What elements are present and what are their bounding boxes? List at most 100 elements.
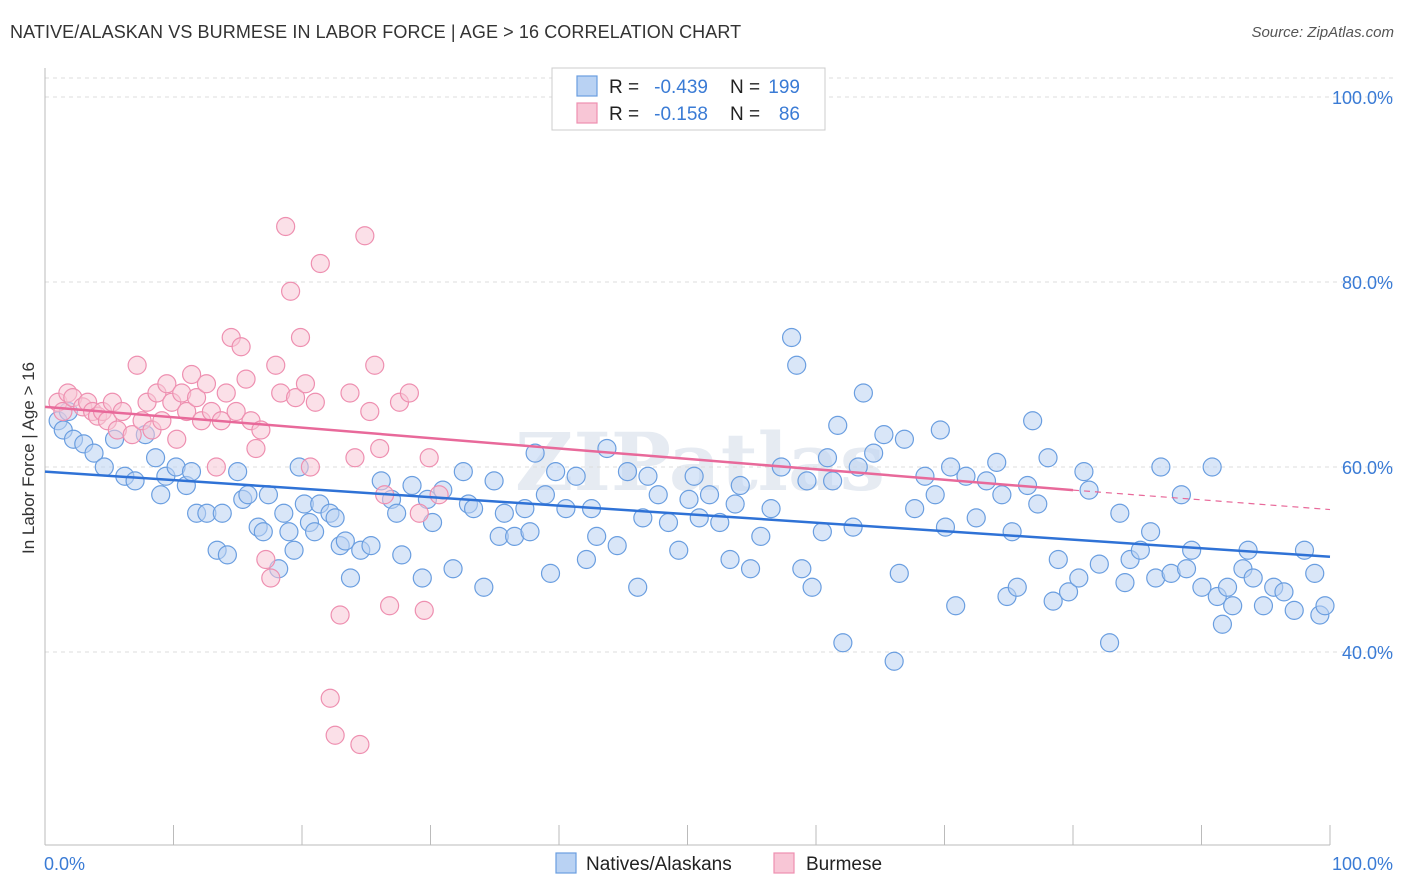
legend-n-value: 199 — [768, 77, 800, 98]
data-point — [1217, 577, 1238, 597]
data-point — [525, 443, 545, 463]
data-point — [94, 457, 114, 477]
data-point — [238, 485, 258, 505]
y-axis-label: In Labor Force | Age > 16 — [19, 362, 38, 554]
data-point — [1002, 522, 1022, 542]
data-point — [679, 489, 699, 509]
data-point — [409, 503, 429, 523]
data-point — [535, 485, 555, 505]
y-tick-label: 60.0% — [1342, 458, 1393, 478]
data-point — [853, 383, 873, 403]
data-point — [1023, 411, 1043, 431]
data-point — [1176, 559, 1197, 579]
data-point — [1058, 582, 1079, 602]
data-point — [817, 448, 838, 468]
data-point — [720, 549, 740, 570]
chart-title: NATIVE/ALASKAN VS BURMESE IN LABOR FORCE… — [10, 22, 742, 42]
data-point — [295, 374, 316, 394]
data-point — [1028, 494, 1048, 514]
data-point — [360, 401, 380, 422]
data-point — [940, 457, 961, 477]
data-point — [1151, 457, 1171, 477]
x-tick-label: 100.0% — [1332, 854, 1393, 874]
data-point — [157, 374, 177, 394]
data-point — [987, 452, 1007, 472]
data-point — [658, 512, 679, 533]
data-point — [177, 401, 197, 422]
legend-r-value: -0.439 — [654, 77, 708, 98]
data-point — [355, 226, 375, 246]
data-point — [1110, 503, 1130, 523]
trend-line-burmese-extension — [1072, 489, 1331, 511]
data-point — [1253, 596, 1274, 616]
data-point — [414, 600, 434, 620]
data-point — [761, 499, 781, 519]
data-point — [607, 536, 627, 556]
data-point — [422, 512, 443, 533]
data-point — [361, 536, 381, 556]
data-point — [380, 596, 400, 616]
data-point — [186, 388, 207, 408]
data-point — [520, 522, 540, 542]
data-point — [325, 725, 345, 745]
legend-r-label: R = — [609, 77, 639, 98]
data-point — [216, 383, 236, 403]
data-point — [276, 216, 296, 237]
data-point — [976, 471, 997, 491]
data-point — [300, 457, 320, 477]
data-point — [290, 327, 311, 348]
data-point — [792, 559, 812, 579]
data-point — [1089, 554, 1109, 574]
data-point — [1074, 462, 1094, 482]
data-point — [125, 471, 145, 491]
data-point — [122, 425, 142, 445]
data-point — [730, 475, 750, 496]
data-point — [648, 485, 668, 505]
x-tick-label: 0.0% — [44, 854, 85, 874]
data-point — [740, 559, 761, 579]
data-point — [540, 563, 561, 583]
data-point — [1305, 563, 1325, 583]
data-point — [823, 471, 843, 491]
data-point — [196, 374, 217, 394]
data-point — [843, 517, 863, 537]
data-point — [217, 545, 237, 565]
data-point — [463, 499, 484, 519]
data-point — [370, 438, 390, 459]
bottom-legend: Natives/Alaskans Burmese — [555, 852, 882, 875]
data-point — [1130, 540, 1150, 560]
data-point — [167, 429, 187, 449]
data-point — [874, 425, 894, 445]
data-point — [484, 471, 504, 491]
stats-legend: R = -0.439 N = 199 R = -0.158 N = 86 — [551, 67, 826, 131]
data-point — [226, 401, 246, 422]
data-point — [1038, 448, 1058, 468]
data-point — [797, 471, 817, 491]
data-point — [279, 522, 299, 542]
data-point — [228, 462, 248, 482]
data-point — [335, 531, 355, 551]
data-point — [1212, 614, 1233, 634]
data-point — [387, 503, 407, 523]
data-point — [310, 253, 330, 274]
legend-item-label: Natives/Alaskans — [586, 854, 732, 875]
legend-r-value: -0.158 — [654, 104, 708, 125]
data-point — [1243, 568, 1263, 588]
data-point — [266, 355, 286, 375]
legend-item-label: Burmese — [806, 854, 882, 875]
data-point — [1141, 522, 1161, 542]
data-point — [181, 462, 202, 482]
data-point — [429, 485, 449, 505]
data-point — [628, 577, 648, 597]
data-point — [1069, 568, 1089, 588]
data-point — [419, 448, 439, 468]
data-point — [494, 503, 514, 523]
data-point — [325, 508, 345, 528]
legend-swatch — [555, 852, 577, 874]
data-point — [182, 364, 202, 385]
data-point — [1099, 633, 1120, 653]
data-point — [1284, 600, 1304, 620]
series-natives — [48, 327, 1335, 671]
y-tick-label: 80.0% — [1342, 273, 1393, 293]
